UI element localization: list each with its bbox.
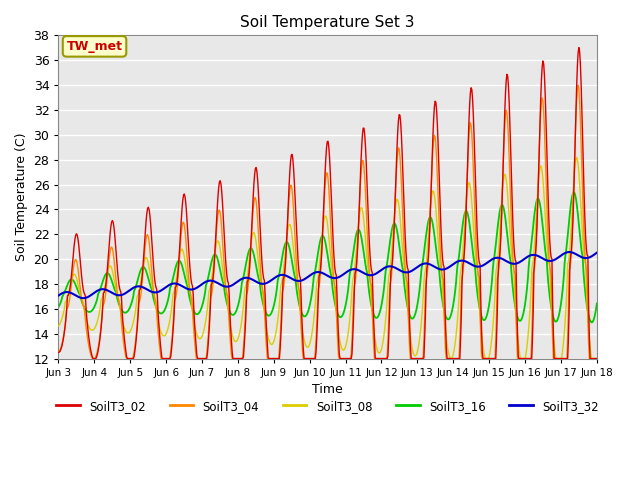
Line: SoilT3_08: SoilT3_08 [58, 157, 597, 359]
SoilT3_32 [120, 291, 128, 297]
SoilT3_04 [89, 356, 97, 361]
SoilT3_16 [588, 320, 595, 325]
Y-axis label: Soil Temperature (C): Soil Temperature (C) [15, 132, 28, 261]
SoilT3_08 [593, 356, 601, 361]
SoilT3_32 [565, 249, 573, 255]
SoilT3_02 [394, 130, 401, 135]
SoilT3_02 [65, 292, 72, 298]
SoilT3_32 [79, 295, 87, 301]
SoilT3_04 [204, 343, 211, 348]
SoilT3_04 [394, 149, 401, 155]
SoilT3_08 [447, 356, 454, 361]
SoilT3_32 [65, 289, 72, 295]
SoilT3_16 [203, 280, 211, 286]
Line: SoilT3_04: SoilT3_04 [58, 85, 597, 359]
Line: SoilT3_32: SoilT3_32 [58, 252, 597, 298]
SoilT3_16 [570, 190, 577, 195]
SoilT3_02 [90, 356, 97, 361]
SoilT3_32 [593, 250, 601, 255]
SoilT3_32 [175, 282, 183, 288]
SoilT3_08 [393, 196, 401, 202]
SoilT3_02 [410, 356, 417, 361]
SoilT3_02 [575, 45, 583, 50]
SoilT3_04 [120, 346, 128, 351]
Line: SoilT3_02: SoilT3_02 [58, 48, 597, 359]
SoilT3_04 [574, 83, 582, 88]
SoilT3_02 [204, 350, 211, 356]
SoilT3_04 [65, 303, 72, 309]
SoilT3_16 [175, 258, 182, 264]
SoilT3_08 [54, 323, 62, 329]
SoilT3_02 [54, 349, 62, 355]
SoilT3_08 [120, 323, 127, 328]
Legend: SoilT3_02, SoilT3_04, SoilT3_08, SoilT3_16, SoilT3_32: SoilT3_02, SoilT3_04, SoilT3_08, SoilT3_… [51, 395, 604, 417]
SoilT3_08 [573, 155, 580, 160]
Title: Soil Temperature Set 3: Soil Temperature Set 3 [241, 15, 415, 30]
SoilT3_04 [410, 356, 417, 361]
Text: TW_met: TW_met [67, 40, 122, 53]
SoilT3_32 [204, 278, 211, 284]
SoilT3_04 [175, 261, 183, 267]
SoilT3_16 [393, 227, 401, 233]
SoilT3_16 [409, 316, 417, 322]
SoilT3_32 [54, 293, 62, 299]
SoilT3_08 [203, 311, 211, 317]
SoilT3_16 [54, 304, 62, 310]
SoilT3_16 [593, 300, 601, 306]
SoilT3_08 [175, 262, 182, 267]
SoilT3_02 [175, 255, 183, 261]
SoilT3_16 [65, 280, 72, 286]
SoilT3_02 [593, 356, 601, 361]
SoilT3_02 [120, 336, 128, 342]
SoilT3_32 [394, 266, 401, 272]
SoilT3_16 [120, 309, 127, 315]
SoilT3_08 [409, 348, 417, 353]
Line: SoilT3_16: SoilT3_16 [58, 192, 597, 323]
SoilT3_32 [410, 267, 417, 273]
SoilT3_08 [65, 292, 72, 298]
SoilT3_04 [54, 349, 62, 355]
X-axis label: Time: Time [312, 383, 343, 396]
SoilT3_04 [593, 356, 601, 361]
